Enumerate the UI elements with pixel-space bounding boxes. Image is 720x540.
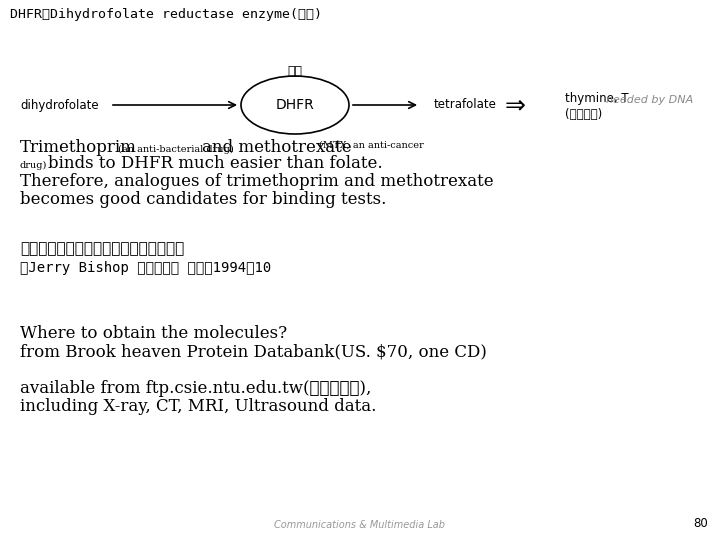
Text: binds to DHFR much easier than folate.: binds to DHFR much easier than folate. — [48, 155, 382, 172]
Text: becomes good candidates for binding tests.: becomes good candidates for binding test… — [20, 191, 387, 208]
Text: including X-ray, CT, MRI, Ultrasound data.: including X-ray, CT, MRI, Ultrasound dat… — [20, 398, 377, 415]
Text: DHFR: DHFR — [276, 98, 315, 112]
Text: （Jerry Bishop 著，楊玉齡 譯），1994，10: （Jerry Bishop 著，楊玉齡 譯），1994，10 — [20, 261, 271, 275]
Text: (胸腔喧定): (胸腔喧定) — [565, 108, 602, 121]
Text: tetrafolate: tetrafolate — [433, 98, 496, 111]
Text: from Brook heaven Protein Databank(US. $70, one CD): from Brook heaven Protein Databank(US. $… — [20, 343, 487, 360]
Text: ⇒: ⇒ — [505, 93, 526, 117]
Text: DHFR：Dihydrofolate reductase enzyme(酵素): DHFR：Dihydrofolate reductase enzyme(酵素) — [10, 8, 322, 21]
Text: (an anti-bacterial drug): (an anti-bacterial drug) — [115, 145, 237, 154]
Text: dihydrofolate: dihydrofolate — [21, 98, 99, 111]
Text: available from ftp.csie.ntu.edu.tw(台大資訊系),: available from ftp.csie.ntu.edu.tw(台大資訊系… — [20, 380, 372, 397]
Text: 酵素: 酵素 — [287, 65, 302, 78]
Text: Therefore, analogues of trimethoprim and methotrexate: Therefore, analogues of trimethoprim and… — [20, 173, 494, 190]
Text: needed by DNA: needed by DNA — [606, 95, 693, 105]
Text: 80: 80 — [693, 517, 708, 530]
Text: (MTX, an anti-cancer: (MTX, an anti-cancer — [319, 141, 424, 150]
Text: Trimethoprim: Trimethoprim — [20, 139, 137, 156]
Text: drug): drug) — [20, 161, 48, 170]
Text: thymine, T: thymine, T — [565, 92, 629, 105]
Text: Communications & Multimedia Lab: Communications & Multimedia Lab — [274, 520, 446, 530]
Text: 科普導讀：天下文化所出版《基因聖戰》: 科普導讀：天下文化所出版《基因聖戰》 — [20, 241, 184, 256]
Text: and methotrexate: and methotrexate — [202, 139, 357, 156]
Text: Where to obtain the molecules?: Where to obtain the molecules? — [20, 325, 287, 342]
